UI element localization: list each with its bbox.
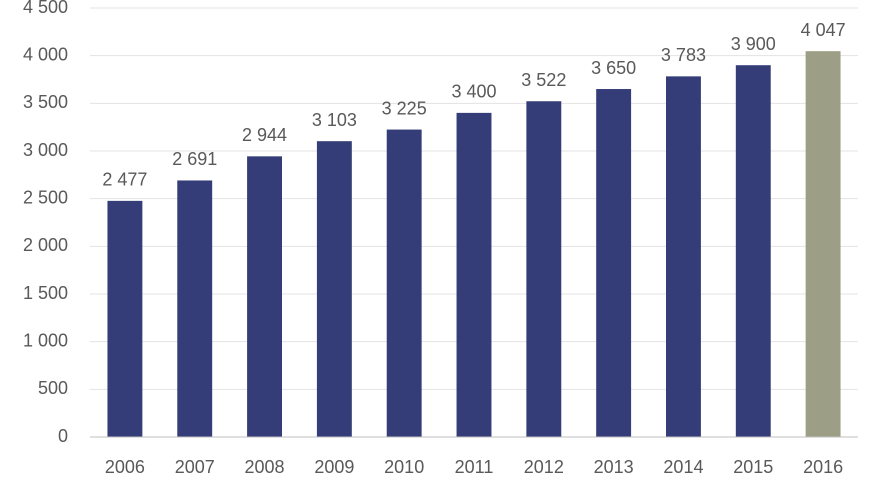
x-tick-label: 2008 bbox=[245, 457, 285, 477]
bar bbox=[177, 180, 213, 437]
bar bbox=[247, 156, 282, 437]
x-tick-label: 2016 bbox=[803, 457, 843, 477]
x-tick-label: 2007 bbox=[175, 457, 215, 477]
y-tick-label: 3 000 bbox=[23, 140, 68, 160]
y-tick-label: 1 500 bbox=[23, 283, 68, 303]
value-label: 3 400 bbox=[451, 82, 496, 102]
x-tick-label: 2011 bbox=[455, 457, 494, 477]
x-tick-label: 2006 bbox=[105, 457, 145, 477]
y-tick-label: 2 000 bbox=[23, 235, 68, 255]
y-tick-label: 500 bbox=[38, 378, 68, 398]
y-tick-label: 0 bbox=[58, 426, 68, 446]
value-label: 4 047 bbox=[801, 20, 846, 40]
value-label: 3 783 bbox=[661, 45, 706, 65]
value-label: 3 103 bbox=[312, 110, 357, 130]
value-label: 3 522 bbox=[521, 70, 566, 90]
x-tick-label: 2015 bbox=[733, 457, 773, 477]
value-label: 3 225 bbox=[382, 98, 427, 118]
value-label: 3 650 bbox=[591, 58, 636, 78]
value-label: 2 477 bbox=[102, 170, 147, 190]
x-tick-label: 2014 bbox=[663, 457, 703, 477]
x-tick-label: 2012 bbox=[524, 457, 564, 477]
bar bbox=[107, 200, 143, 437]
y-tick-label: 1 000 bbox=[23, 330, 68, 350]
bar bbox=[526, 101, 562, 438]
bar bbox=[596, 89, 632, 438]
x-tick-label: 2010 bbox=[384, 457, 424, 477]
value-label: 3 900 bbox=[731, 34, 776, 54]
bar bbox=[666, 76, 701, 437]
bar bbox=[456, 112, 492, 437]
value-label: 2 944 bbox=[242, 125, 287, 145]
value-label: 2 691 bbox=[172, 149, 217, 169]
y-tick-label: 4 000 bbox=[23, 44, 68, 64]
y-tick-label: 4 500 bbox=[23, 0, 68, 17]
x-tick-label: 2013 bbox=[594, 457, 634, 477]
bar bbox=[805, 51, 841, 437]
x-tick-label: 2009 bbox=[314, 457, 354, 477]
bar bbox=[386, 129, 422, 438]
bar bbox=[316, 141, 352, 437]
bar bbox=[735, 65, 771, 437]
y-tick-label: 3 500 bbox=[23, 92, 68, 112]
y-tick-label: 2 500 bbox=[23, 187, 68, 207]
